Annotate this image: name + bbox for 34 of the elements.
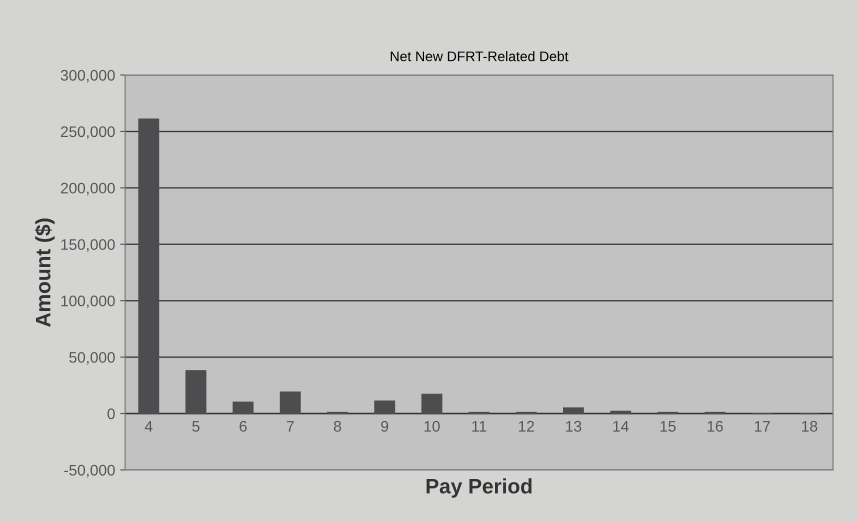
y-tick-label: 300,000 bbox=[60, 70, 115, 83]
x-tick-label: 16 bbox=[708, 420, 723, 432]
x-tick-label: 17 bbox=[754, 421, 770, 432]
x-tick-label: 6 bbox=[240, 420, 247, 432]
x-tick-label: 11 bbox=[472, 421, 486, 432]
x-tick-label: 14 bbox=[613, 421, 629, 432]
x-tick-label: 5 bbox=[192, 421, 200, 432]
bar bbox=[562, 407, 584, 414]
y-tick-label: 200,000 bbox=[60, 182, 115, 196]
x-tick-label: 15 bbox=[660, 421, 676, 432]
y-tick-label: 100,000 bbox=[61, 296, 115, 308]
x-tick-label: 10 bbox=[424, 420, 440, 432]
y-tick-label: -50,000 bbox=[64, 464, 115, 478]
bar bbox=[232, 402, 254, 414]
bar bbox=[610, 410, 632, 414]
y-axis-title: Amount ($) bbox=[34, 218, 55, 327]
x-tick-label: 18 bbox=[802, 420, 818, 432]
y-tick-label: 50,000 bbox=[69, 352, 115, 365]
y-tick-label: 150,000 bbox=[61, 239, 115, 252]
bar bbox=[421, 394, 442, 414]
bar bbox=[374, 400, 396, 414]
bar bbox=[185, 370, 206, 414]
y-tick-label: 250,000 bbox=[60, 126, 115, 139]
x-tick-label: 4 bbox=[144, 421, 153, 432]
x-tick-label: 12 bbox=[518, 420, 534, 432]
x-tick-label: 7 bbox=[286, 421, 294, 432]
x-tick-label: 13 bbox=[566, 420, 582, 432]
bar bbox=[280, 392, 301, 414]
bar bbox=[138, 118, 160, 414]
y-tick-label: 0 bbox=[108, 408, 115, 420]
x-tick-label: 8 bbox=[334, 420, 342, 432]
chart-title: Net New DFRT-Related Debt bbox=[390, 51, 568, 62]
x-axis-title: Pay Period bbox=[426, 478, 532, 498]
x-tick-label: 9 bbox=[381, 420, 388, 432]
